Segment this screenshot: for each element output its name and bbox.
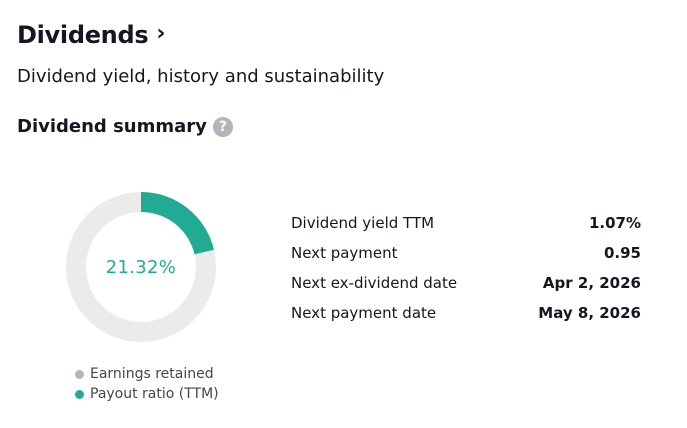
stat-label: Dividend yield TTM: [291, 214, 435, 232]
donut-svg: [66, 192, 216, 342]
question-mark-icon[interactable]: ?: [212, 116, 233, 137]
stat-row-next-payment-date: Next payment date May 8, 2026: [291, 298, 641, 328]
stat-value: 1.07%: [588, 214, 641, 232]
stat-label: Next payment date: [291, 304, 437, 322]
legend-item-payout-ratio: Payout ratio (TTM): [75, 384, 219, 404]
stat-row-dividend-yield: Dividend yield TTM 1.07%: [291, 208, 641, 238]
stat-value: 0.95: [603, 244, 641, 262]
legend-dot-earnings-retained: [75, 369, 84, 379]
chart-legend: Earnings retained Payout ratio (TTM): [75, 364, 219, 404]
donut-center-label: 21.32%: [105, 256, 177, 278]
donut-slice-payout-ratio-ttm: [141, 192, 215, 255]
payout-donut-chart: 21.32%: [66, 192, 216, 342]
stat-label: Next ex-dividend date: [291, 274, 458, 292]
chevron-right-icon: ›: [156, 21, 166, 46]
page-title: Dividends: [17, 21, 149, 49]
stat-row-next-ex-dividend-date: Next ex-dividend date Apr 2, 2026: [291, 268, 641, 298]
legend-dot-payout-ratio: [75, 389, 84, 399]
summary-header: Dividend summary ?: [17, 116, 233, 137]
legend-label-earnings-retained: Earnings retained: [90, 366, 214, 382]
legend-item-earnings-retained: Earnings retained: [75, 364, 219, 384]
stat-value: May 8, 2026: [538, 304, 641, 322]
stat-label: Next payment: [291, 244, 398, 262]
stat-row-next-payment: Next payment 0.95: [291, 238, 641, 268]
page-subtitle: Dividend yield, history and sustainabili…: [17, 66, 385, 87]
dividend-stats: Dividend yield TTM 1.07% Next payment 0.…: [291, 208, 641, 328]
summary-title: Dividend summary: [17, 116, 207, 137]
legend-label-payout-ratio: Payout ratio (TTM): [90, 386, 219, 402]
dividends-title-link[interactable]: Dividends ›: [17, 21, 165, 49]
stat-value: Apr 2, 2026: [542, 274, 641, 292]
